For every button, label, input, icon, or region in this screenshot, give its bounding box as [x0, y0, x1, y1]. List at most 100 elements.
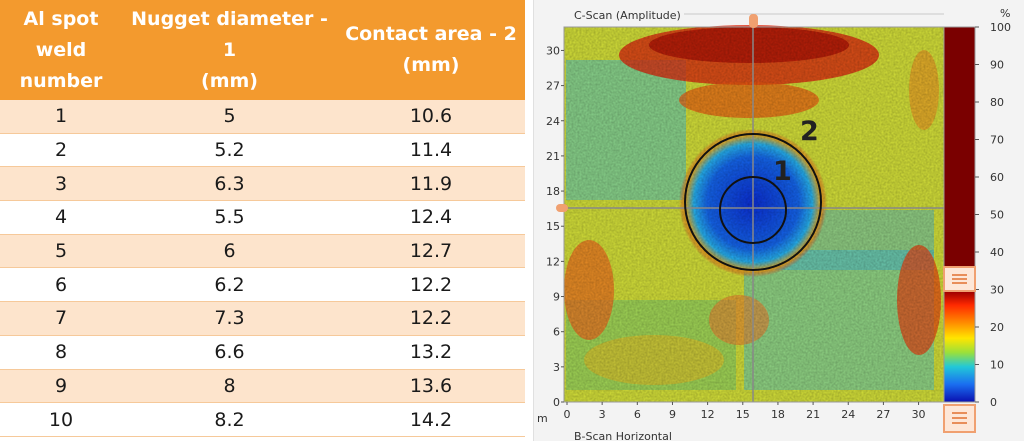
colorbar-upper-slider[interactable] [943, 266, 976, 292]
weld-number-cell: 2 [0, 133, 122, 168]
header-weld-number: Al spot weld number [0, 0, 122, 100]
x-tick-label: 3 [599, 408, 606, 421]
amplitude-colorbar [943, 26, 976, 403]
y-tick-label: 3 [553, 361, 560, 374]
table-row: 9 8 13.6 [0, 369, 525, 404]
x-tick-label: 30 [912, 408, 926, 421]
x-tick-label: 18 [771, 408, 785, 421]
nugget-label: 1 [773, 156, 792, 187]
header-contact-area: Contact area - 2 (mm) [337, 0, 525, 100]
horizontal-cursor-handle[interactable] [556, 204, 568, 212]
contact-area-cell: 13.6 [337, 369, 525, 404]
colorbar-unit: % [1000, 7, 1010, 20]
nugget-diameter-cell: 8 [122, 369, 337, 404]
nugget-diameter-cell: 5.5 [122, 200, 337, 235]
contact-area-cell: 14.2 [337, 402, 525, 437]
nugget-circle [719, 176, 787, 244]
y-tick-label: 27 [546, 80, 560, 93]
table-row: 7 7.3 12.2 [0, 301, 525, 336]
colorbar-tick-label: 50 [990, 209, 1004, 222]
y-tick-label: 18 [546, 185, 560, 198]
table-row: 4 5.5 12.4 [0, 200, 525, 235]
contact-area-cell: 11.9 [337, 166, 525, 202]
weld-number-cell: 3 [0, 166, 122, 202]
y-tick-label: 21 [546, 150, 560, 163]
nugget-diameter-cell: 8.2 [122, 402, 337, 437]
table-body: 1 5 10.6 2 5.2 11.4 3 6.3 11.9 4 5.5 12.4 5 6 12.7 6 6.2… [0, 100, 525, 437]
weld-number-cell: 1 [0, 100, 122, 134]
y-tick-label: 30 [546, 44, 560, 57]
colorbar-tick-label: 100 [990, 21, 1011, 34]
header-line: (mm) [402, 54, 460, 76]
header-line: number [19, 69, 103, 92]
nugget-diameter-cell: 7.3 [122, 301, 337, 336]
weld-number-cell: 5 [0, 234, 122, 269]
y-tick-label: 12 [546, 255, 560, 268]
header-line: Contact area - 2 [345, 23, 517, 45]
x-tick-label: 21 [806, 408, 820, 421]
c-scan-title: C-Scan (Amplitude) [574, 9, 681, 22]
colorbar-tick-label: 90 [990, 59, 1004, 72]
contact-area-label: 2 [800, 116, 819, 147]
table-row: 8 6.6 13.2 [0, 335, 525, 370]
x-tick-label: 9 [669, 408, 676, 421]
c-scan-image: 1 2 [563, 25, 945, 403]
table-header-row: Al spot weld number Nugget diameter - 1 … [0, 0, 525, 100]
header-line: weld [35, 38, 87, 61]
colorbar-tick-label: 20 [990, 321, 1004, 334]
c-scan-panel: C-Scan (Amplitude) [533, 0, 1024, 441]
weld-number-cell: 8 [0, 335, 122, 370]
table-row: 6 6.2 12.2 [0, 267, 525, 303]
x-tick-label: 0 [564, 408, 571, 421]
colorbar-tick-label: 40 [990, 246, 1004, 259]
weld-number-cell: 7 [0, 301, 122, 336]
y-tick-label: 15 [546, 220, 560, 233]
colorbar-tick-label: 80 [990, 96, 1004, 109]
contact-area-cell: 12.4 [337, 200, 525, 235]
weld-number-cell: 9 [0, 369, 122, 404]
header-nugget-diameter: Nugget diameter - 1 (mm) [122, 0, 337, 100]
colorbar-tick-label: 10 [990, 359, 1004, 372]
weld-number-cell: 4 [0, 200, 122, 235]
colorbar-lower-slider[interactable] [943, 404, 976, 433]
x-axis-ticks: 0 3 6 9 12 15 18 21 24 27 30 [564, 402, 926, 421]
vertical-cursor-handle[interactable] [749, 14, 758, 28]
table-row: 1 5 10.6 [0, 100, 525, 134]
y-tick-label: 24 [546, 115, 560, 128]
weld-number-cell: 10 [0, 402, 122, 437]
nugget-diameter-cell: 6 [122, 234, 337, 269]
x-tick-label: 27 [876, 408, 890, 421]
weld-data-table: Al spot weld number Nugget diameter - 1 … [0, 0, 525, 437]
contact-area-cell: 12.2 [337, 301, 525, 336]
y-tick-label: 6 [553, 326, 560, 339]
x-tick-label: 12 [701, 408, 715, 421]
y-axis-ticks: 0 3 6 9 12 15 18 21 24 27 30 [546, 44, 564, 409]
contact-area-cell: 12.2 [337, 267, 525, 303]
x-tick-label: 6 [634, 408, 641, 421]
contact-area-cell: 10.6 [337, 100, 525, 134]
header-line: Nugget diameter - 1 [131, 7, 328, 61]
header-line: (mm) [201, 69, 258, 92]
x-tick-label: 15 [736, 408, 750, 421]
x-axis-unit: m [537, 412, 548, 425]
colorbar-tick-label: 60 [990, 171, 1004, 184]
table-row: 5 6 12.7 [0, 234, 525, 269]
x-tick-label: 24 [841, 408, 855, 421]
c-scan-plot: C-Scan (Amplitude) [537, 7, 1011, 441]
nugget-diameter-cell: 5 [122, 100, 337, 134]
x-axis-label: B-Scan Horizontal [574, 430, 672, 441]
table-row: 2 5.2 11.4 [0, 133, 525, 168]
y-tick-label: 9 [553, 291, 560, 304]
colorbar-tick-label: 0 [990, 396, 997, 409]
y-tick-label: 0 [553, 396, 560, 409]
nugget-diameter-cell: 6.2 [122, 267, 337, 303]
table-row: 3 6.3 11.9 [0, 166, 525, 202]
nugget-diameter-cell: 6.3 [122, 166, 337, 202]
weld-number-cell: 6 [0, 267, 122, 303]
contact-area-cell: 11.4 [337, 133, 525, 168]
contact-area-cell: 13.2 [337, 335, 525, 370]
contact-area-circle [684, 133, 822, 271]
colorbar-tick-label: 70 [990, 134, 1004, 147]
nugget-diameter-cell: 5.2 [122, 133, 337, 168]
